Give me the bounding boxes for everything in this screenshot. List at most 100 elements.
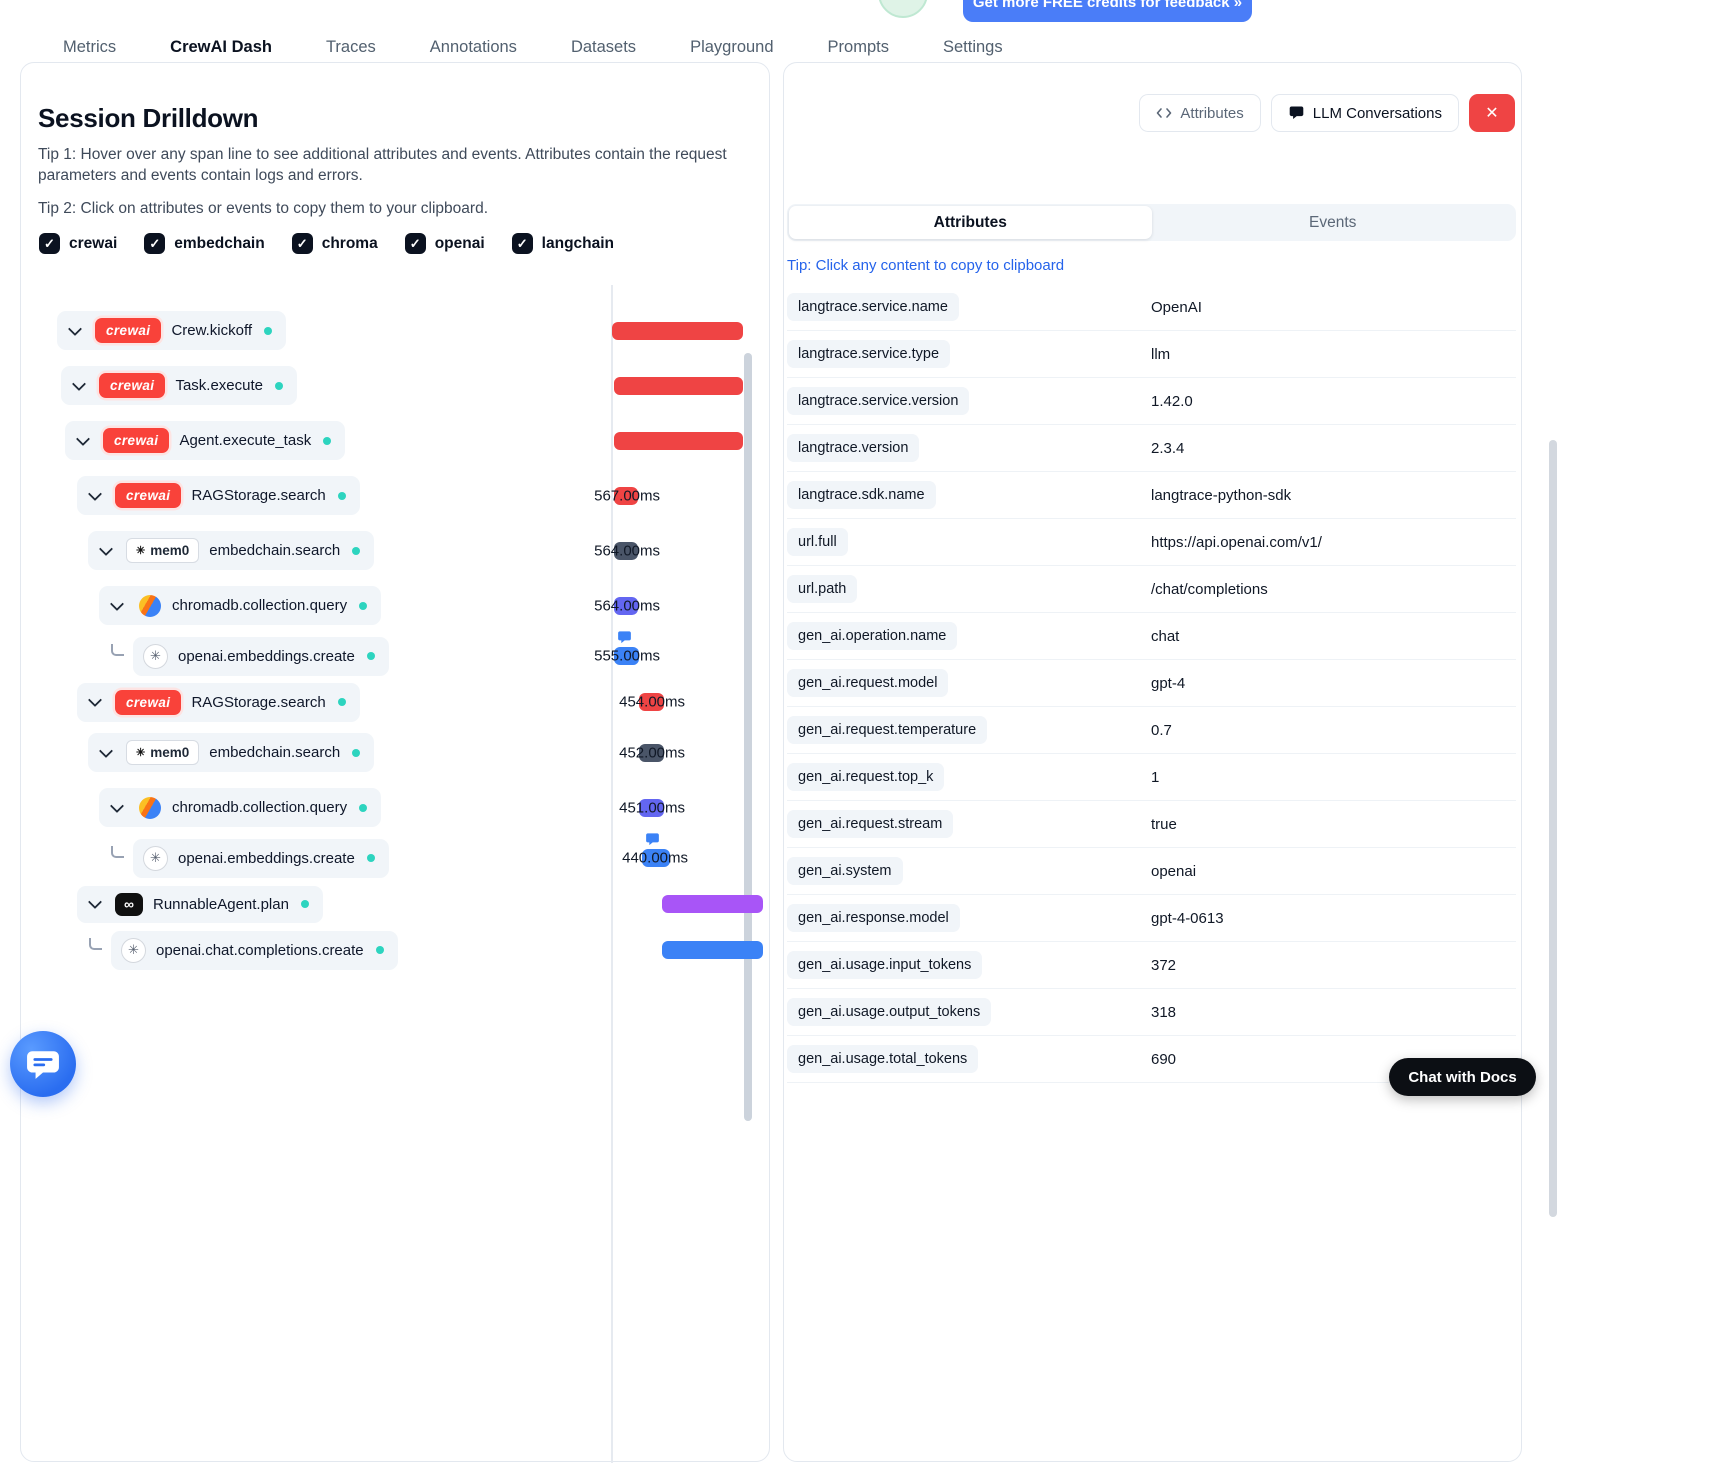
attribute-value[interactable]: 2.3.4 xyxy=(1151,439,1185,457)
span-item[interactable]: crewai Task.execute xyxy=(61,366,297,405)
nav-tab-datasets[interactable]: Datasets xyxy=(570,38,637,56)
attribute-value[interactable]: true xyxy=(1151,815,1177,833)
attribute-value[interactable]: chat xyxy=(1151,627,1180,645)
tab-events[interactable]: Events xyxy=(1309,213,1357,231)
checkbox-checked-icon[interactable]: ✓ xyxy=(291,233,313,254)
attribute-key[interactable]: gen_ai.request.stream xyxy=(787,810,954,838)
page-scrollbar-thumb[interactable] xyxy=(1549,440,1557,1217)
span-item[interactable]: crewai RAGStorage.search xyxy=(77,682,360,722)
attribute-key[interactable]: url.path xyxy=(787,575,858,603)
span-item[interactable]: ✳ openai.embeddings.create xyxy=(133,838,389,878)
attribute-key[interactable]: langtrace.service.version xyxy=(787,387,970,415)
attribute-value[interactable]: 318 xyxy=(1151,1003,1177,1021)
span-item[interactable]: crewai RAGStorage.search xyxy=(77,476,360,515)
attribute-value[interactable]: https://api.openai.com/v1/ xyxy=(1151,533,1322,551)
span-item[interactable]: ∞ RunnableAgent.plan xyxy=(77,885,323,923)
span-bar[interactable] xyxy=(639,798,664,817)
llm-bubble-icon[interactable] xyxy=(617,630,632,645)
tab-attributes[interactable]: Attributes xyxy=(789,206,1152,239)
span-bar[interactable] xyxy=(614,647,639,665)
span-bar[interactable] xyxy=(662,895,763,913)
nav-tab-traces[interactable]: Traces xyxy=(325,38,376,56)
chevron-down-icon[interactable] xyxy=(75,431,91,446)
attribute-value[interactable]: openai xyxy=(1151,862,1197,880)
llm-bubble-icon[interactable] xyxy=(645,832,660,847)
attribute-key[interactable]: gen_ai.usage.output_tokens xyxy=(787,998,992,1026)
attribute-key[interactable]: gen_ai.request.temperature xyxy=(787,716,988,744)
chevron-down-icon[interactable] xyxy=(98,541,114,556)
checkbox-checked-icon[interactable]: ✓ xyxy=(511,233,533,254)
page-scrollbar[interactable] xyxy=(1548,0,1558,1217)
attribute-value[interactable]: gpt-4-0613 xyxy=(1151,909,1224,927)
copy-tip[interactable]: Tip: Click any content to copy to clipbo… xyxy=(787,257,1065,274)
chevron-down-icon[interactable] xyxy=(71,376,87,391)
close-button[interactable]: ✕ xyxy=(1469,94,1515,132)
span-item[interactable]: chromadb.collection.query xyxy=(99,586,382,625)
span-item[interactable]: chromadb.collection.query xyxy=(99,788,382,827)
chevron-down-icon[interactable] xyxy=(87,692,103,708)
attribute-key[interactable]: gen_ai.response.model xyxy=(787,904,960,932)
attribute-value[interactable]: 1.42.0 xyxy=(1151,392,1193,410)
span-bar[interactable] xyxy=(639,743,664,762)
attribute-value[interactable]: 690 xyxy=(1151,1050,1177,1068)
nav-tab-playground[interactable]: Playground xyxy=(690,38,774,56)
filter-chroma[interactable]: ✓ chroma xyxy=(291,233,378,254)
filter-openai[interactable]: ✓ openai xyxy=(404,233,485,254)
checkbox-checked-icon[interactable]: ✓ xyxy=(144,233,166,254)
span-bar[interactable] xyxy=(612,321,743,340)
chevron-down-icon[interactable] xyxy=(87,894,103,910)
span-item[interactable]: ✳ openai.chat.completions.create xyxy=(111,930,398,970)
chat-with-docs-button[interactable]: Chat with Docs xyxy=(1389,1058,1536,1096)
tree-scrollbar-thumb[interactable] xyxy=(744,353,752,1121)
nav-tab-metrics[interactable]: Metrics xyxy=(63,38,117,56)
attribute-value[interactable]: 372 xyxy=(1151,956,1177,974)
span-item[interactable]: ✳ mem0 embedchain.search xyxy=(88,531,375,570)
span-item[interactable]: ✳ mem0 embedchain.search xyxy=(88,733,375,772)
span-item[interactable]: crewai Agent.execute_task xyxy=(65,421,346,460)
attributes-button[interactable]: Attributes xyxy=(1139,94,1261,132)
promo-button[interactable]: Get more FREE credits for feedback » xyxy=(963,0,1252,22)
span-bar[interactable] xyxy=(614,486,638,505)
span-bar[interactable] xyxy=(614,376,743,395)
attribute-key[interactable]: gen_ai.usage.input_tokens xyxy=(787,951,983,979)
checkbox-checked-icon[interactable]: ✓ xyxy=(39,233,60,254)
chevron-down-icon[interactable] xyxy=(87,486,103,501)
chat-launcher-button[interactable] xyxy=(10,1031,76,1097)
chevron-down-icon[interactable] xyxy=(67,321,83,336)
attribute-key[interactable]: gen_ai.request.top_k xyxy=(787,763,945,791)
chevron-down-icon[interactable] xyxy=(109,798,125,813)
llm-conversations-button[interactable]: LLM Conversations xyxy=(1270,94,1459,132)
attribute-value[interactable]: 0.7 xyxy=(1151,721,1172,739)
attribute-key[interactable]: gen_ai.system xyxy=(787,857,903,885)
chevron-down-icon[interactable] xyxy=(98,743,114,758)
filter-embedchain[interactable]: ✓ embedchain xyxy=(144,233,265,254)
filter-langchain[interactable]: ✓ langchain xyxy=(511,233,614,254)
nav-tab-annotations[interactable]: Annotations xyxy=(429,38,517,56)
nav-tab-crewai-dash[interactable]: CrewAI Dash xyxy=(151,38,291,70)
attribute-key[interactable]: gen_ai.operation.name xyxy=(787,622,958,650)
span-bar[interactable] xyxy=(639,693,664,711)
attribute-value[interactable]: gpt-4 xyxy=(1151,674,1186,692)
attribute-value[interactable]: langtrace-python-sdk xyxy=(1151,486,1292,504)
span-bar[interactable] xyxy=(642,849,670,867)
attribute-key[interactable]: langtrace.version xyxy=(787,434,920,462)
filter-crewai[interactable]: ✓ crewai xyxy=(39,233,117,254)
attribute-value[interactable]: /chat/completions xyxy=(1151,580,1268,598)
span-item[interactable]: crewai Crew.kickoff xyxy=(57,311,287,350)
attribute-key[interactable]: url.full xyxy=(787,528,848,556)
attribute-key[interactable]: langtrace.service.type xyxy=(787,340,951,368)
nav-tab-prompts[interactable]: Prompts xyxy=(827,38,889,56)
chevron-down-icon[interactable] xyxy=(109,596,125,611)
attribute-value[interactable]: llm xyxy=(1151,345,1171,363)
attribute-key[interactable]: langtrace.service.name xyxy=(787,293,959,321)
span-bar[interactable] xyxy=(614,596,638,615)
attribute-value[interactable]: 1 xyxy=(1151,768,1160,786)
attribute-value[interactable]: OpenAI xyxy=(1151,298,1202,316)
attribute-key[interactable]: gen_ai.usage.total_tokens xyxy=(787,1045,979,1073)
span-bar[interactable] xyxy=(614,431,743,450)
span-bar[interactable] xyxy=(662,941,763,959)
span-item[interactable]: ✳ openai.embeddings.create xyxy=(133,636,389,676)
nav-tab-settings[interactable]: Settings xyxy=(942,38,1003,56)
attribute-key[interactable]: langtrace.sdk.name xyxy=(787,481,936,509)
attribute-key[interactable]: gen_ai.request.model xyxy=(787,669,949,697)
